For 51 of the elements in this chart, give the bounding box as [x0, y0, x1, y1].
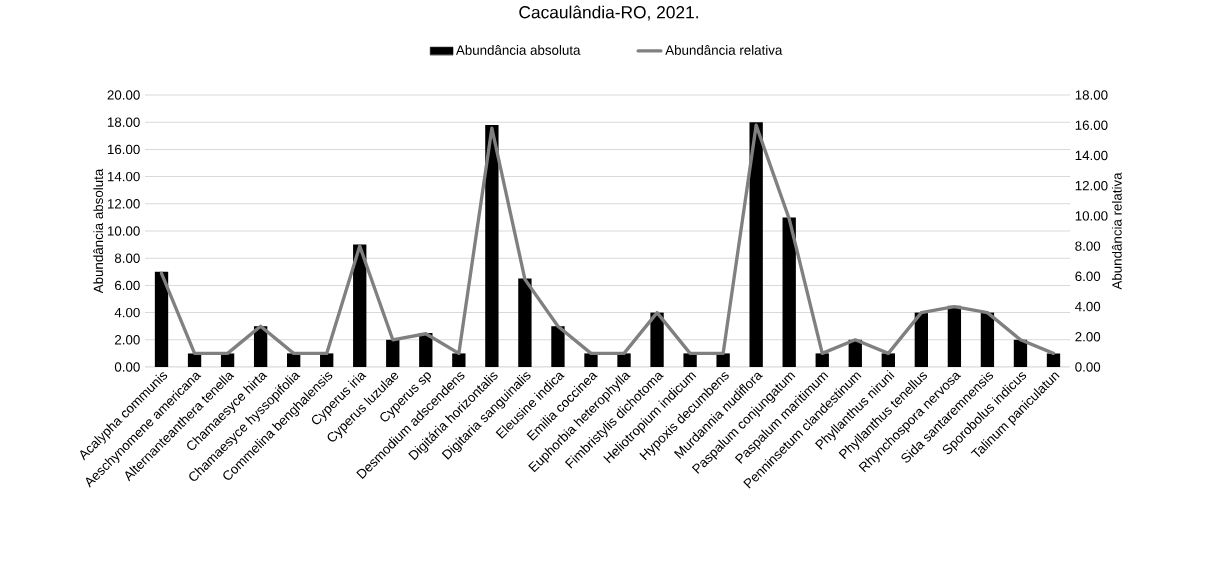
y2-tick-label: 12.00: [1075, 180, 1108, 191]
bar: [617, 353, 631, 367]
y-tick-label: 20.00: [107, 90, 140, 100]
bar: [518, 278, 532, 367]
bar: [749, 122, 763, 367]
bar: [154, 271, 169, 367]
y-tick-label: 14.00: [107, 171, 140, 182]
y-tick-label: 2.00: [115, 335, 140, 345]
y-axis-title: Abundância absoluta: [93, 168, 104, 294]
y-tick-label: 18.00: [107, 117, 140, 127]
y-tick-label: 12.00: [107, 199, 140, 209]
chart-title: Cacaulândia-RO, 2021.: [519, 5, 698, 21]
y2-tick-label: 16.00: [1075, 120, 1108, 130]
bar: [683, 353, 697, 367]
y-tick-label: 4.00: [114, 307, 140, 318]
bar: [286, 353, 301, 367]
bar: [947, 305, 962, 367]
y2-axis-title: Abundância relativa: [1111, 172, 1122, 290]
y2-tick-label: 18.00: [1075, 90, 1108, 100]
bar: [980, 312, 995, 367]
bar: [1013, 339, 1028, 367]
y2-tick-label: 4.00: [1075, 301, 1101, 312]
bar: [187, 353, 202, 367]
bar: [386, 339, 400, 367]
y2-tick-label: 2.00: [1075, 332, 1101, 342]
bar: [1046, 353, 1061, 367]
bar: [716, 353, 730, 367]
bar: [220, 353, 235, 367]
bar: [914, 312, 929, 367]
bar: [881, 353, 895, 367]
bar: [452, 353, 466, 367]
y-tick-label: 8.00: [114, 253, 140, 263]
bar: [782, 217, 796, 367]
legend-label: Abundância absoluta: [455, 45, 581, 55]
y2-tick-label: 10.00: [1075, 211, 1108, 221]
y2-tick-label: 14.00: [1075, 150, 1108, 161]
bar: [584, 353, 598, 367]
y2-tick-label: 0.00: [1075, 362, 1101, 372]
y-tick-label: 6.00: [115, 280, 140, 291]
y-tick-label: 0.00: [114, 362, 140, 372]
bar: [815, 353, 829, 367]
bar: [485, 124, 499, 367]
line-series: [159, 123, 1056, 356]
bar: [650, 312, 664, 367]
bar: [551, 326, 565, 367]
bar: [320, 353, 334, 367]
y2-tick-label: 6.00: [1075, 271, 1101, 282]
y-tick-label: 16.00: [107, 144, 140, 155]
y2-tick-label: 8.00: [1075, 241, 1101, 251]
legend-label: Abundância relativa: [665, 45, 783, 55]
y-tick-label: 10.00: [107, 226, 140, 236]
